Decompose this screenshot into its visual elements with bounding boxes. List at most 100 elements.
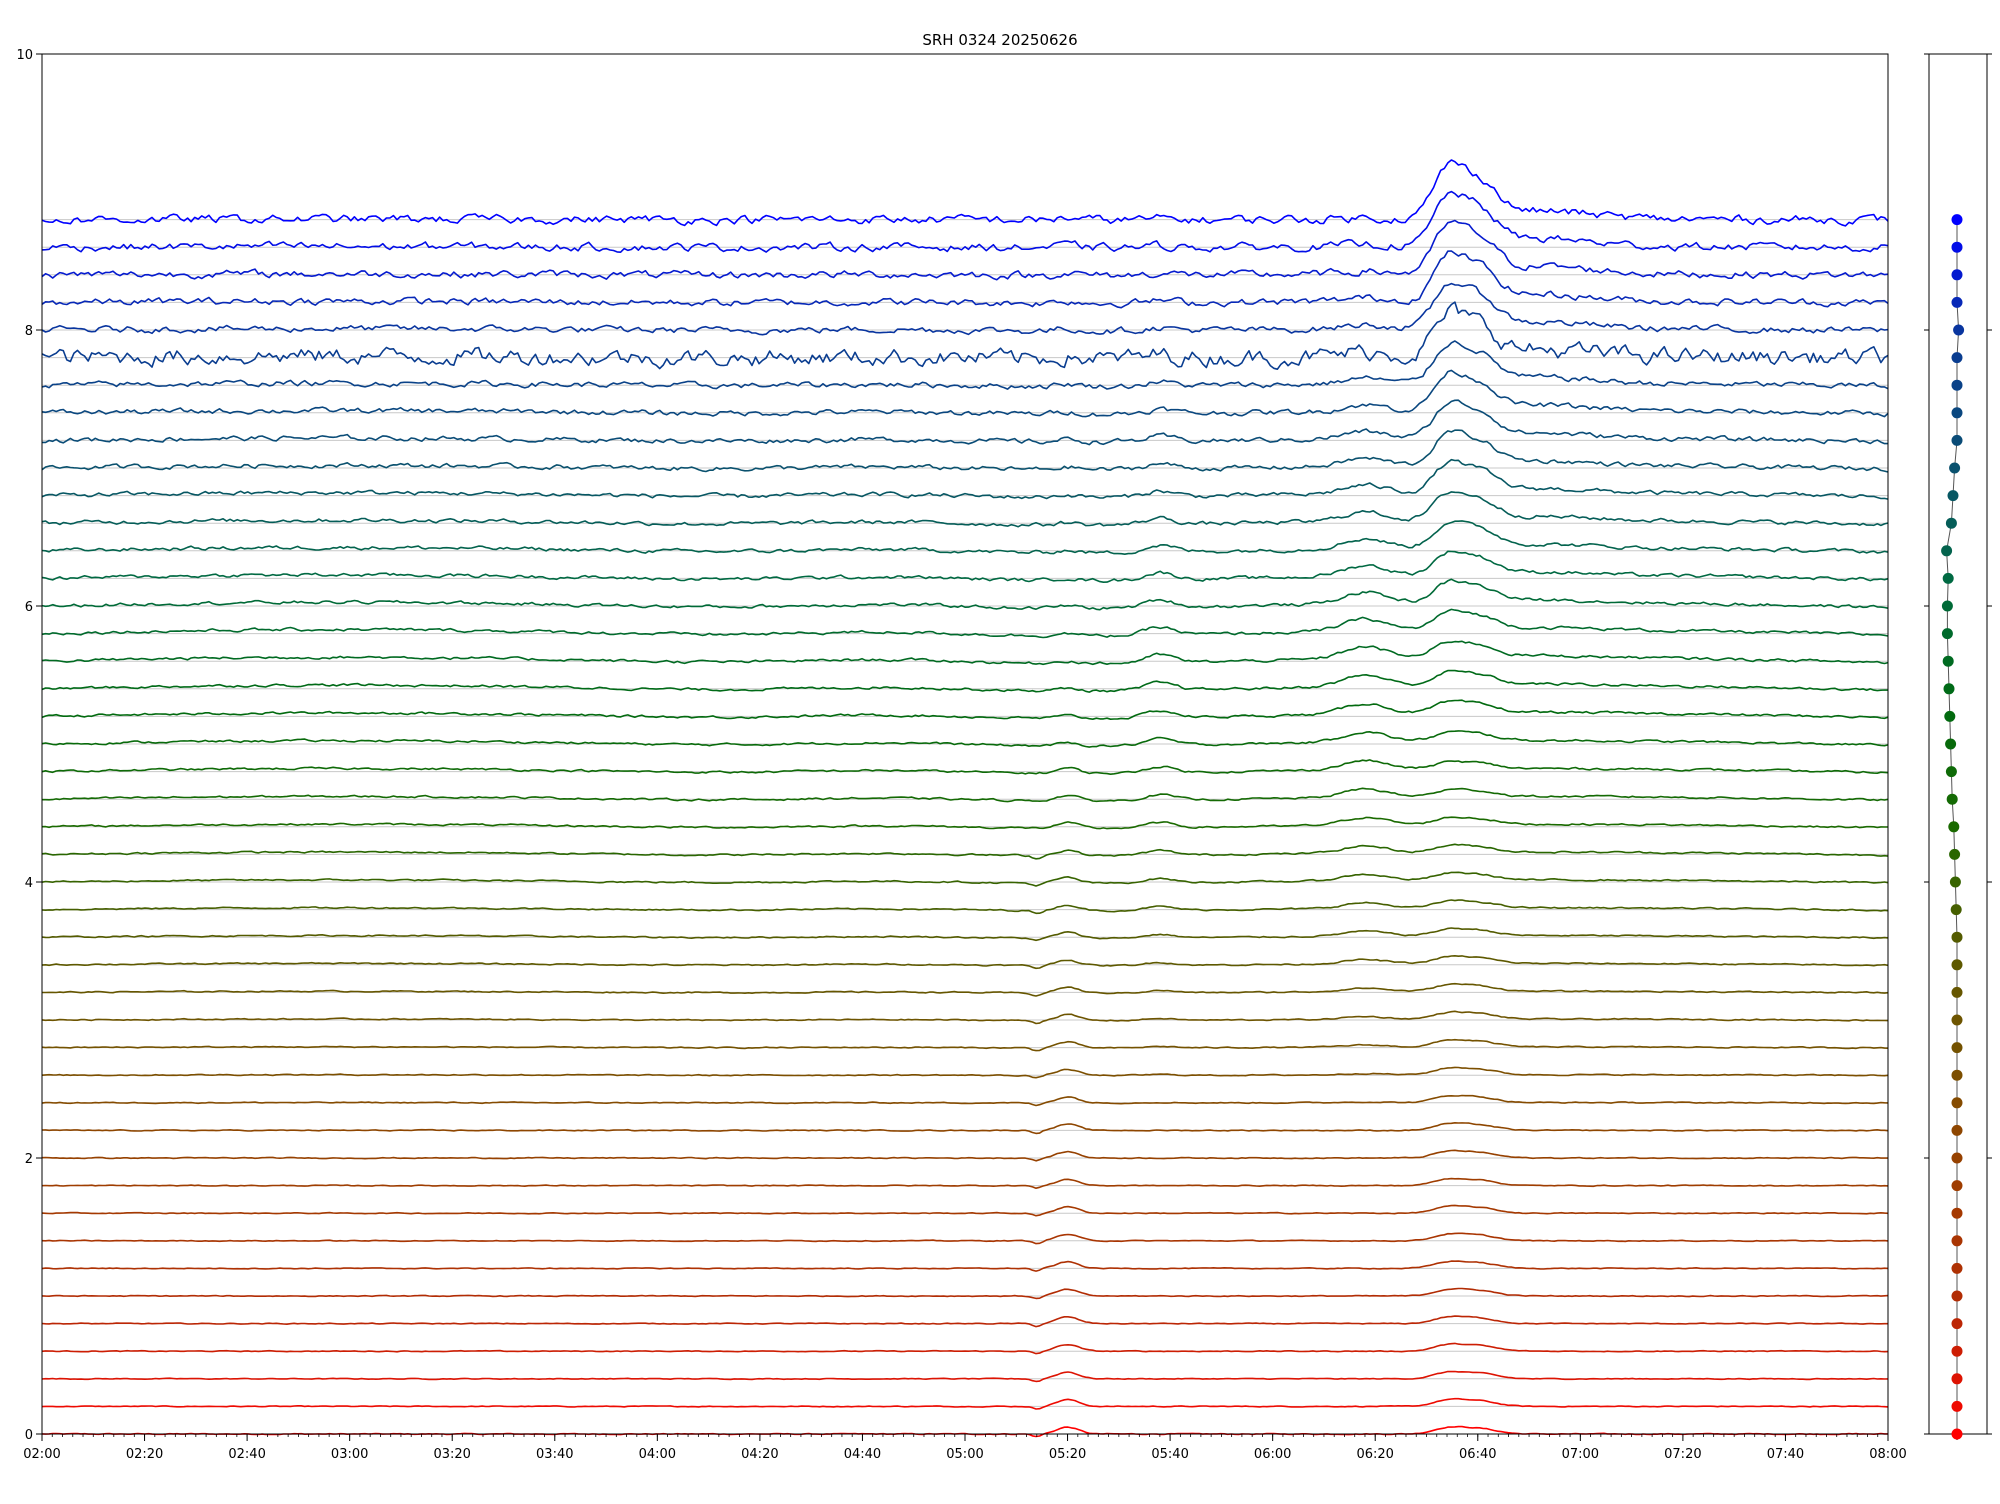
series-line	[41, 759, 1889, 775]
series-line	[41, 955, 1889, 970]
side-point	[1951, 352, 1963, 364]
series-line	[41, 899, 1889, 915]
series-line	[41, 1094, 1889, 1107]
series-line	[41, 1149, 1888, 1162]
side-point	[1953, 324, 1965, 336]
series-line	[41, 816, 1888, 830]
side-point	[1948, 821, 1960, 833]
side-point	[1951, 434, 1963, 446]
x-tick-label: 02:20	[126, 1447, 163, 1462]
side-point	[1951, 1180, 1963, 1192]
series-line	[41, 608, 1889, 639]
series-line	[41, 520, 1889, 555]
x-tick-label: 02:00	[23, 1447, 60, 1462]
side-point	[1945, 517, 1957, 529]
y-tick-label: 10	[16, 48, 33, 63]
side-point	[1951, 931, 1963, 943]
side-panel	[1924, 53, 1992, 1440]
x-tick-label: 03:00	[331, 1447, 368, 1462]
series-line	[41, 669, 1889, 693]
side-point	[1951, 269, 1963, 281]
axes: 0 2 4 6 8 10 02:00 02:20 02:40 03:00 03:20 03:40 04:…	[16, 48, 1906, 1462]
side-point	[1941, 600, 1953, 612]
series-line	[41, 458, 1889, 500]
side-point	[1946, 793, 1958, 805]
series-line	[41, 219, 1889, 281]
y-tick-label: 8	[25, 324, 33, 339]
series-line	[41, 369, 1889, 418]
series-line	[41, 699, 1889, 720]
x-tick-label: 02:40	[228, 1447, 265, 1462]
side-point	[1945, 766, 1957, 778]
side-point	[1949, 848, 1961, 860]
series-line	[41, 1342, 1889, 1355]
side-point	[1951, 407, 1963, 419]
series-line	[41, 340, 1889, 390]
side-point	[1951, 959, 1963, 971]
side-panel-frame	[1928, 53, 1988, 1435]
chart-title: SRH 0324 20250626	[922, 31, 1077, 49]
side-point	[1944, 710, 1956, 722]
side-point	[1947, 490, 1959, 502]
series-line	[41, 640, 1889, 666]
x-tick-label: 07:20	[1664, 1447, 1701, 1462]
series-line	[42, 787, 1889, 803]
x-tick-label: 05:00	[946, 1447, 983, 1462]
series-line	[42, 399, 1888, 446]
side-point	[1951, 1014, 1963, 1026]
series-line	[41, 1370, 1889, 1383]
side-point	[1949, 876, 1961, 888]
side-point	[1951, 296, 1963, 308]
side-point	[1951, 1152, 1963, 1164]
series-line	[41, 250, 1889, 309]
x-tick-label: 04:40	[844, 1447, 881, 1462]
x-tick-label: 08:00	[1869, 1447, 1906, 1462]
series-line	[41, 843, 1889, 860]
side-point	[1951, 379, 1963, 391]
side-point	[1941, 628, 1953, 640]
x-tick-label: 06:40	[1459, 1447, 1496, 1462]
series-group	[41, 159, 1889, 1438]
side-point	[1951, 1097, 1963, 1109]
series-line	[41, 550, 1889, 583]
side-point	[1943, 683, 1955, 695]
series-line	[41, 927, 1889, 942]
series-line	[41, 1066, 1889, 1079]
side-point	[1951, 1400, 1963, 1412]
side-point	[1951, 1345, 1963, 1357]
series-line	[41, 730, 1889, 748]
series-line	[41, 282, 1889, 336]
x-tick-label: 03:20	[433, 1447, 470, 1462]
x-tick-label: 04:00	[639, 1447, 676, 1462]
series-line	[41, 1122, 1889, 1135]
side-point	[1951, 1069, 1963, 1081]
series-line	[41, 491, 1889, 528]
side-point	[1951, 214, 1963, 226]
series-line	[42, 982, 1889, 997]
side-point	[1942, 572, 1954, 584]
x-tick-label: 03:40	[536, 1447, 573, 1462]
series-line	[41, 301, 1889, 370]
x-tick-label: 07:40	[1767, 1447, 1804, 1462]
x-tick-label: 06:20	[1356, 1447, 1393, 1462]
series-line	[41, 871, 1889, 887]
x-tick-label: 06:00	[1254, 1447, 1291, 1462]
y-tick-label: 6	[25, 600, 33, 615]
side-point	[1951, 1042, 1963, 1054]
series-line	[41, 429, 1889, 473]
y-tick-label: 0	[25, 1428, 33, 1443]
side-point	[1945, 738, 1957, 750]
x-tick-label: 05:40	[1151, 1447, 1188, 1462]
side-point	[1950, 904, 1962, 916]
series-line	[41, 1204, 1889, 1217]
x-tick-label: 05:20	[1049, 1447, 1086, 1462]
side-point	[1951, 1124, 1963, 1136]
series-line	[41, 1010, 1889, 1025]
series-line	[41, 159, 1889, 227]
series-line	[41, 190, 1889, 253]
side-point	[1949, 462, 1961, 474]
side-point	[1951, 1373, 1963, 1385]
x-tick-label: 04:20	[741, 1447, 778, 1462]
